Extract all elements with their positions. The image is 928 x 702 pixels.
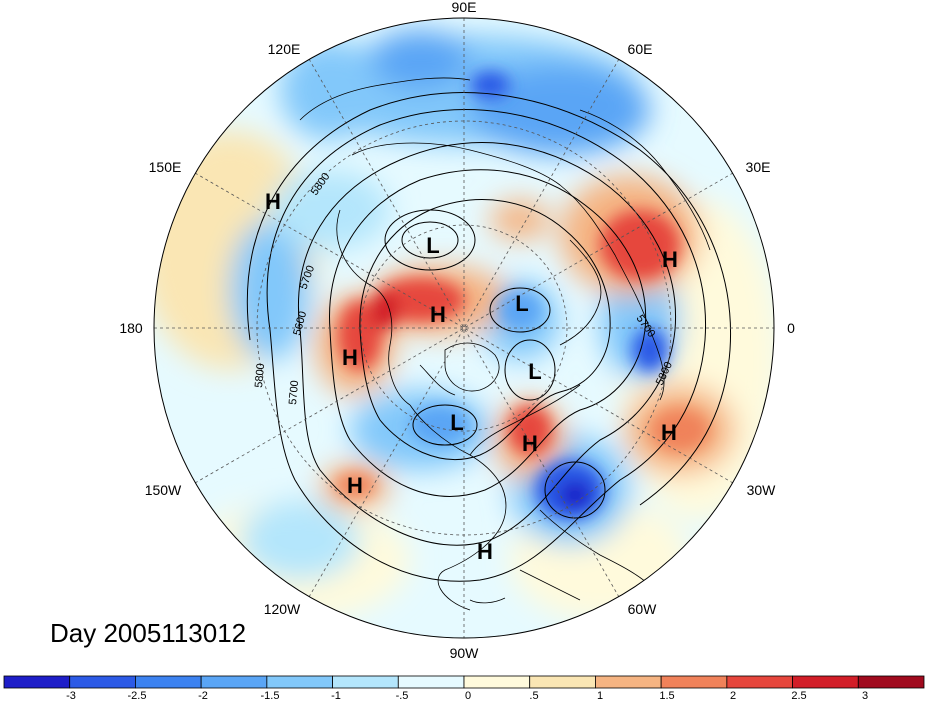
- colorbar-tick-label: -1: [331, 690, 341, 702]
- colorbar-tick-label: 2.5: [791, 690, 806, 702]
- colorbar-tick-label: 1.5: [659, 690, 674, 702]
- low-marker: L: [528, 359, 541, 384]
- colorbar-cell: [726, 675, 793, 689]
- colorbar-cells: [3, 675, 925, 689]
- high-marker: H: [347, 473, 363, 498]
- high-marker: H: [522, 431, 538, 456]
- low-marker: L: [515, 291, 528, 316]
- colorbar-tick-label: .5: [529, 690, 538, 702]
- high-marker: H: [430, 302, 446, 327]
- lon-label-60e: 60E: [628, 41, 653, 57]
- pressure-center-markers: H L H H L H L L H H H H: [265, 189, 678, 564]
- coastlines: [299, 77, 711, 611]
- lon-label-180: 180: [119, 320, 143, 336]
- colorbar-tick-label: 0: [465, 690, 471, 702]
- colorbar-tick-label: -2.5: [128, 690, 147, 702]
- height-contours: [246, 92, 732, 582]
- colorbar-cell: [397, 675, 465, 689]
- colorbar-cell: [332, 675, 399, 689]
- contour-label: 5700: [287, 380, 301, 405]
- colorbar-cell: [3, 675, 71, 689]
- high-marker: H: [661, 420, 677, 445]
- colorbar-cell: [660, 675, 728, 689]
- colorbar-tick-label: -3: [66, 690, 76, 702]
- plot-title: Day 2005113012: [50, 618, 247, 648]
- graticule: [154, 18, 774, 638]
- colorbar-tick-label: -1.5: [261, 690, 280, 702]
- lon-label-60w: 60W: [628, 601, 658, 617]
- colorbar-cell: [266, 675, 333, 689]
- colorbar-cell: [857, 675, 925, 689]
- lon-label-120w: 120W: [264, 601, 301, 617]
- map-boundary: [153, 17, 775, 639]
- colorbar-cell: [595, 675, 662, 689]
- colorbar-cell: [529, 675, 596, 689]
- colorbar-tick-label: -2: [198, 690, 208, 702]
- low-marker: L: [426, 233, 439, 258]
- contour-label: 5800: [253, 363, 267, 388]
- lon-label-150e: 150E: [149, 159, 182, 175]
- lon-label-30e: 30E: [746, 159, 771, 175]
- colorbar-tick-label: 2: [730, 690, 736, 702]
- colorbar-tick-label: 3: [862, 690, 868, 702]
- lon-label-120e: 120E: [268, 41, 301, 57]
- colorbar-cell: [463, 675, 531, 689]
- lon-label-90e: 90E: [452, 0, 477, 15]
- lon-label-90w: 90W: [450, 645, 480, 661]
- colorbar-cell: [69, 675, 136, 689]
- high-marker: H: [342, 345, 358, 370]
- lon-label-150w: 150W: [145, 482, 182, 498]
- colorbar-cell: [792, 675, 859, 689]
- colorbar-tick-labels: -3 -2.5 -2 -1.5 -1 -.5 0 .5 1 1.5 2 2.5 …: [66, 690, 868, 702]
- high-marker: H: [477, 539, 493, 564]
- colorbar-tick-label: -.5: [396, 690, 409, 702]
- lon-label-30w: 30W: [747, 482, 777, 498]
- longitude-labels: 90E 60E 30E 0 30W 60W 90W 120W 150W 180 …: [119, 0, 795, 661]
- lon-label-0: 0: [787, 320, 795, 336]
- colorbar-cell: [135, 675, 202, 689]
- high-marker: H: [265, 189, 281, 214]
- colorbar-tick-label: 1: [597, 690, 603, 702]
- high-marker: H: [662, 247, 678, 272]
- low-marker: L: [450, 410, 463, 435]
- colorbar-cell: [200, 675, 268, 689]
- colorbar: -3 -2.5 -2 -1.5 -1 -.5 0 .5 1 1.5 2 2.5 …: [3, 675, 925, 702]
